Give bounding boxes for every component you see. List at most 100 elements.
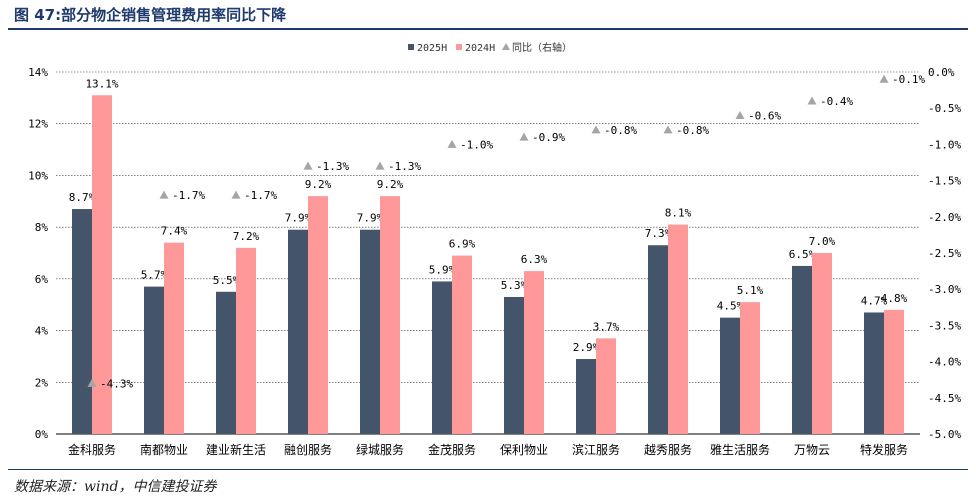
data-label-2024h: 7.0% <box>809 235 836 248</box>
data-label-2024h: 4.8% <box>881 292 908 305</box>
yoy-marker <box>87 378 97 387</box>
x-tick-label: 南都物业 <box>140 442 188 457</box>
y-tick-label: 0% <box>35 428 49 441</box>
bar-2025h <box>504 296 524 434</box>
bar-2025h <box>360 229 380 434</box>
data-label-2025h: 5.3% <box>501 279 528 292</box>
yoy-marker <box>303 161 313 170</box>
y2-tick-label: -3.0% <box>928 283 961 296</box>
data-label-2024h: 6.9% <box>449 238 476 251</box>
bar-2025h <box>648 245 668 434</box>
yoy-marker <box>879 74 889 83</box>
y2-tick-label: -1.5% <box>928 175 961 188</box>
legend-swatch-triangle <box>502 43 510 50</box>
yoy-marker <box>663 125 673 134</box>
y2-tick-label: -1.0% <box>928 138 961 151</box>
data-label-2024h: 6.3% <box>521 253 548 266</box>
yoy-marker <box>375 161 385 170</box>
x-tick-label: 金茂服务 <box>428 442 476 457</box>
data-label-2024h: 7.2% <box>233 230 260 243</box>
legend-label: 同比（右轴） <box>512 41 572 54</box>
data-label-yoy: -0.1% <box>892 73 925 86</box>
bar-2025h <box>864 312 884 434</box>
y2-tick-label: 0.0% <box>928 66 955 79</box>
x-tick-label: 金科服务 <box>68 442 116 457</box>
data-label-2025h: 8.7% <box>69 191 96 204</box>
data-label-yoy: -0.4% <box>820 95 853 108</box>
data-label-2025h: 7.3% <box>645 227 672 240</box>
x-tick-label: 雅生活服务 <box>710 442 770 457</box>
y-tick-label: 4% <box>35 325 49 338</box>
bar-2025h <box>288 229 308 434</box>
footer-rule <box>8 469 968 470</box>
bar-2024h <box>596 338 616 434</box>
y2-tick-label: -0.5% <box>928 102 961 115</box>
bar-2024h <box>236 247 256 434</box>
yoy-marker <box>591 125 601 134</box>
x-tick-label: 特发服务 <box>860 442 908 457</box>
data-label-2024h: 3.7% <box>593 320 620 333</box>
bar-2025h <box>792 265 812 434</box>
bar-2025h <box>720 317 740 434</box>
y2-tick-label: -2.5% <box>928 247 961 260</box>
x-tick-label: 建业新生活 <box>206 442 266 457</box>
data-label-2025h: 5.7% <box>141 269 168 282</box>
x-tick-label: 滨江服务 <box>572 442 620 457</box>
y-tick-label: 12% <box>28 118 48 131</box>
title-rule <box>8 28 968 30</box>
yoy-marker <box>159 190 169 199</box>
data-label-yoy: -0.8% <box>604 124 637 137</box>
data-label-2025h: 4.7% <box>861 294 888 307</box>
bar-2024h <box>452 255 472 434</box>
data-label-yoy: -1.7% <box>244 189 277 202</box>
figure-title: 图 47:部分物企销售管理费用率同比下降 <box>14 6 287 24</box>
legend-label: 2024H <box>465 43 495 54</box>
data-label-2024h: 7.4% <box>161 225 188 238</box>
source-note: 数据来源：wind，中信建投证券 <box>14 479 217 495</box>
data-label-yoy: -0.9% <box>532 131 565 144</box>
bar-2024h <box>92 95 112 434</box>
data-label-yoy: -1.7% <box>172 189 205 202</box>
data-label-2024h: 8.1% <box>665 207 692 220</box>
yoy-marker <box>447 139 457 148</box>
bar-2025h <box>144 286 164 434</box>
x-tick-label: 越秀服务 <box>644 442 692 457</box>
bar-2025h <box>576 359 596 434</box>
bar-2025h <box>72 209 92 434</box>
bar-2024h <box>812 253 832 434</box>
bar-2025h <box>216 291 236 434</box>
bar-chart: 0% 2% 4% 6% 8% 10% 12% 14% 0.0% -0.5% -1.0% -1.5% -2… <box>28 41 961 457</box>
y2-tick-label: -2.0% <box>928 211 961 224</box>
data-label-2024h: 9.2% <box>377 178 404 191</box>
y2-tick-label: -4.0% <box>928 356 961 369</box>
y2-tick-label: -5.0% <box>928 428 961 441</box>
bar-2025h <box>432 281 452 434</box>
data-label-2025h: 5.9% <box>429 263 456 276</box>
data-label-2024h: 9.2% <box>305 178 332 191</box>
x-tick-label: 万物云 <box>794 443 830 457</box>
bar-2024h <box>308 196 328 434</box>
x-tick-label: 绿城服务 <box>356 442 404 457</box>
y-tick-label: 8% <box>35 221 49 234</box>
x-tick-label: 融创服务 <box>284 442 332 457</box>
data-label-yoy: -1.3% <box>316 160 349 173</box>
bar-2024h <box>164 242 184 434</box>
legend-swatch <box>408 44 414 50</box>
bar-2024h <box>668 224 688 434</box>
bar-2024h <box>740 302 760 434</box>
yoy-marker <box>519 132 529 141</box>
yoy-marker <box>231 190 241 199</box>
yoy-marker <box>807 96 817 105</box>
data-label-yoy: -0.6% <box>748 109 781 122</box>
legend-label: 2025H <box>417 43 447 54</box>
data-label-2025h: 4.5% <box>717 300 744 313</box>
y-tick-label: 14% <box>28 66 48 79</box>
data-label-2024h: 13.1% <box>85 77 118 90</box>
data-label-2024h: 5.1% <box>737 284 764 297</box>
data-label-2025h: 6.5% <box>789 248 816 261</box>
y-tick-label: 2% <box>35 376 49 389</box>
y-tick-label: 10% <box>28 169 48 182</box>
y2-tick-label: -3.5% <box>928 319 961 332</box>
bar-2024h <box>884 309 904 434</box>
data-label-yoy: -1.0% <box>460 138 493 151</box>
